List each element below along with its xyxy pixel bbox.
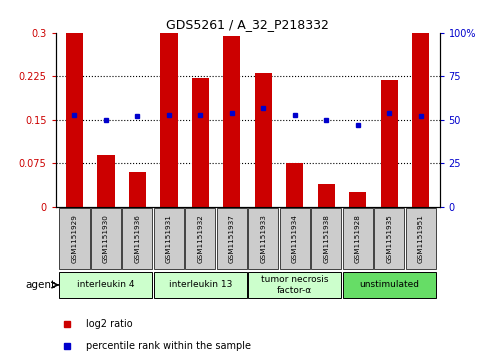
Text: interleukin 13: interleukin 13 bbox=[169, 281, 232, 289]
Text: GSM1151934: GSM1151934 bbox=[292, 214, 298, 263]
FancyBboxPatch shape bbox=[59, 208, 89, 269]
Title: GDS5261 / A_32_P218332: GDS5261 / A_32_P218332 bbox=[166, 19, 329, 32]
FancyBboxPatch shape bbox=[91, 208, 121, 269]
Text: GSM1151928: GSM1151928 bbox=[355, 214, 361, 263]
Bar bbox=[160, 33, 178, 207]
FancyBboxPatch shape bbox=[122, 208, 153, 269]
FancyBboxPatch shape bbox=[154, 208, 184, 269]
FancyBboxPatch shape bbox=[248, 272, 341, 298]
FancyBboxPatch shape bbox=[217, 208, 247, 269]
Text: GSM1151931: GSM1151931 bbox=[166, 214, 172, 263]
FancyBboxPatch shape bbox=[154, 272, 247, 298]
Text: GSM1151938: GSM1151938 bbox=[323, 214, 329, 263]
FancyBboxPatch shape bbox=[342, 272, 436, 298]
Text: GSM1151936: GSM1151936 bbox=[134, 214, 141, 263]
Bar bbox=[97, 155, 114, 207]
Text: GSM1151932: GSM1151932 bbox=[198, 214, 203, 263]
Text: percentile rank within the sample: percentile rank within the sample bbox=[86, 341, 251, 351]
FancyBboxPatch shape bbox=[342, 208, 373, 269]
Text: log2 ratio: log2 ratio bbox=[86, 319, 133, 329]
FancyBboxPatch shape bbox=[406, 208, 436, 269]
Bar bbox=[255, 73, 272, 207]
Text: interleukin 4: interleukin 4 bbox=[77, 281, 135, 289]
Text: agent: agent bbox=[26, 280, 56, 290]
FancyBboxPatch shape bbox=[374, 208, 404, 269]
FancyBboxPatch shape bbox=[248, 208, 278, 269]
Text: GSM1151930: GSM1151930 bbox=[103, 214, 109, 263]
Text: GSM1151929: GSM1151929 bbox=[71, 214, 77, 263]
Bar bbox=[286, 163, 303, 207]
Text: unstimulated: unstimulated bbox=[359, 281, 419, 289]
Text: GSM1151951: GSM1151951 bbox=[418, 214, 424, 263]
Bar bbox=[317, 184, 335, 207]
Bar bbox=[129, 172, 146, 207]
Bar bbox=[381, 80, 398, 207]
Text: GSM1151937: GSM1151937 bbox=[229, 214, 235, 263]
Bar bbox=[192, 78, 209, 207]
Text: tumor necrosis
factor-α: tumor necrosis factor-α bbox=[261, 275, 328, 295]
Bar bbox=[66, 33, 83, 207]
Text: GSM1151933: GSM1151933 bbox=[260, 214, 266, 263]
FancyBboxPatch shape bbox=[185, 208, 215, 269]
Bar bbox=[349, 192, 366, 207]
FancyBboxPatch shape bbox=[280, 208, 310, 269]
Text: GSM1151935: GSM1151935 bbox=[386, 214, 392, 263]
Bar bbox=[412, 33, 429, 207]
FancyBboxPatch shape bbox=[311, 208, 341, 269]
FancyBboxPatch shape bbox=[59, 272, 153, 298]
Bar bbox=[223, 36, 241, 207]
